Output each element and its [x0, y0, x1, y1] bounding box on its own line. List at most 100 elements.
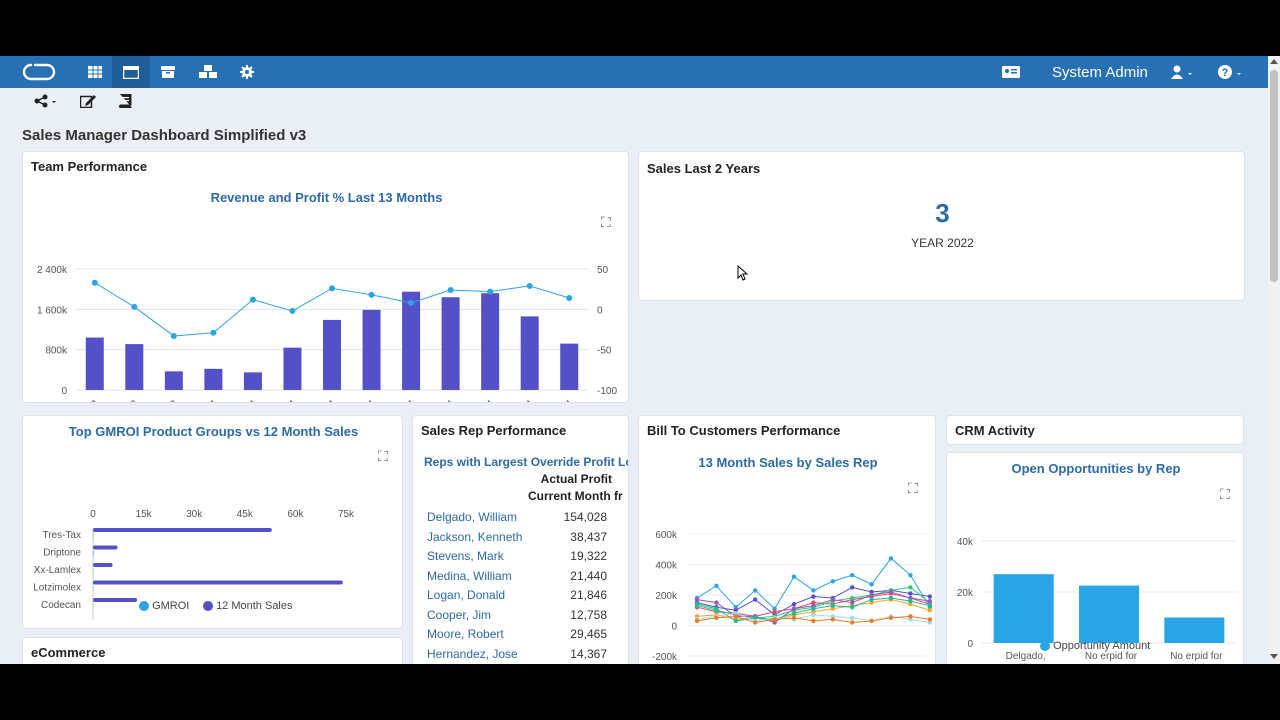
rep-point	[791, 615, 797, 621]
rep-point	[733, 605, 738, 610]
rep-point	[733, 614, 738, 619]
share-icon[interactable]	[34, 94, 58, 113]
cubes-icon[interactable]	[196, 56, 220, 88]
rep-name[interactable]: Delgado, William	[427, 510, 518, 524]
scrollbar-thumb[interactable]	[1270, 70, 1278, 282]
bill-to-panel: Bill To Customers Performance 13 Month S…	[638, 415, 936, 664]
rep-point	[753, 620, 758, 625]
grid-icon[interactable]	[84, 56, 106, 88]
rep-point	[830, 617, 835, 622]
y-tick-left: 800k	[45, 346, 68, 357]
rep-point	[869, 597, 874, 602]
rep-point	[733, 608, 738, 613]
expand-chart-icon[interactable]: ⛶	[378, 448, 388, 464]
window-icon[interactable]	[112, 56, 150, 88]
y-tick-right: 50	[597, 265, 609, 276]
rep-point	[908, 617, 913, 622]
crm-panel: CRM Activity	[946, 415, 1244, 445]
y-tick-left: 2 400k	[37, 265, 68, 276]
panel-title: eCommerce	[31, 645, 106, 660]
edit-icon[interactable]	[79, 94, 96, 113]
x-tick: No erpid for	[1170, 651, 1223, 662]
rep-point	[888, 595, 894, 601]
x-tick: Jul 2024	[422, 398, 457, 403]
id-card-icon[interactable]	[1000, 56, 1022, 88]
rep-name[interactable]: Medina, William	[427, 568, 512, 583]
profit-point	[210, 329, 217, 336]
rep-name[interactable]: Stevens, Mark	[427, 549, 504, 563]
rep-point	[714, 606, 719, 611]
x-tick: Dec 2023	[142, 398, 180, 403]
rep-name[interactable]: Moore, Robert	[427, 627, 504, 641]
rep-name[interactable]: Cooper, Jim	[427, 607, 492, 622]
chart-title: Revenue and Profit % Last 13 Months	[210, 190, 443, 205]
y-tick: 600k	[655, 530, 678, 541]
revenue-bar	[283, 347, 302, 390]
top-tick: 75k	[338, 509, 355, 520]
top-navbar: System Admin ?	[0, 56, 1268, 88]
rep-point	[908, 601, 913, 607]
sales-last-2-years-panel: Sales Last 2 Years 3 YEAR 2022	[638, 151, 1245, 301]
y-tick: 400k	[655, 561, 678, 572]
top-tick: 15k	[136, 509, 153, 520]
opportunity-bar	[1164, 617, 1225, 643]
rep-point	[791, 611, 797, 616]
revenue-bar	[164, 371, 183, 390]
expand-chart-icon[interactable]: ⛶	[908, 480, 918, 496]
x-tick: admin	[1183, 663, 1210, 664]
rep-point	[888, 615, 894, 621]
x-tick: Aug 2024	[458, 398, 496, 403]
expand-chart-icon[interactable]: ⛶	[1220, 486, 1230, 502]
rep-point	[888, 556, 894, 561]
panel-title: Team Performance	[31, 159, 148, 174]
rep-point	[830, 603, 835, 608]
opportunities-chart: 40k 20k 0 Delgado,William No erpid for No erp…	[957, 537, 1237, 664]
top-tick: 60k	[287, 509, 304, 520]
team-performance-panel: Team Performance Revenue and Profit % La…	[22, 151, 629, 403]
rep-point	[714, 600, 719, 605]
y-tick: -200k	[652, 652, 678, 663]
profit-point	[487, 288, 494, 295]
rep-point	[908, 598, 913, 604]
category-label: Driptone	[43, 548, 81, 559]
x-tick: Feb 2024	[221, 398, 259, 403]
rep-point	[753, 597, 758, 602]
rep-profit: 12,758	[570, 607, 607, 622]
y-tick-right: 0	[597, 305, 603, 316]
column-header: Current Month fr	[528, 489, 623, 503]
logo-icon[interactable]	[20, 56, 58, 88]
archive-icon[interactable]	[157, 56, 179, 88]
x-tick: Oct 2024	[539, 398, 576, 403]
rep-name[interactable]: Jackson, Kenneth	[427, 529, 523, 544]
revenue-bar	[125, 344, 144, 390]
settings-gear-icon[interactable]	[236, 56, 258, 88]
x-tick: No erpid for	[1085, 651, 1138, 662]
y-tick-right: -50	[597, 346, 612, 357]
revenue-bar	[481, 293, 500, 390]
gmroi-bar	[93, 550, 94, 557]
rep-point	[850, 585, 855, 590]
rep-point	[714, 615, 719, 621]
expand-chart-icon[interactable]: ⛶	[601, 214, 611, 230]
legend-gmroi: GMROI	[139, 600, 189, 612]
rep-point	[791, 606, 797, 611]
rep-name[interactable]: Hernandez, Jose	[427, 646, 518, 661]
rep-point	[927, 603, 932, 608]
user-menu-icon[interactable]	[1168, 56, 1198, 88]
legend-sales: 12 Month Sales	[203, 600, 293, 612]
profit-point	[526, 282, 533, 289]
profit-point	[447, 286, 454, 293]
gmroi-chart: 015k30k45k60k75k04k8k12k16k20k24kTres-Ta…	[33, 509, 355, 620]
opportunity-bar	[993, 574, 1054, 643]
user-name[interactable]: System Admin	[1052, 64, 1148, 81]
scroll-up-icon[interactable]	[1270, 58, 1278, 64]
rep-name[interactable]: Logan, Donald	[427, 588, 506, 602]
rep-point	[811, 603, 816, 608]
page-title: Sales Manager Dashboard Simplified v3	[22, 127, 307, 144]
book-icon[interactable]	[118, 93, 132, 113]
profit-point	[408, 299, 415, 306]
help-menu-icon[interactable]: ?	[1214, 56, 1246, 88]
scroll-down-icon[interactable]	[1270, 654, 1278, 660]
revenue-bar	[402, 291, 421, 390]
page-scrollbar[interactable]	[1268, 56, 1280, 664]
